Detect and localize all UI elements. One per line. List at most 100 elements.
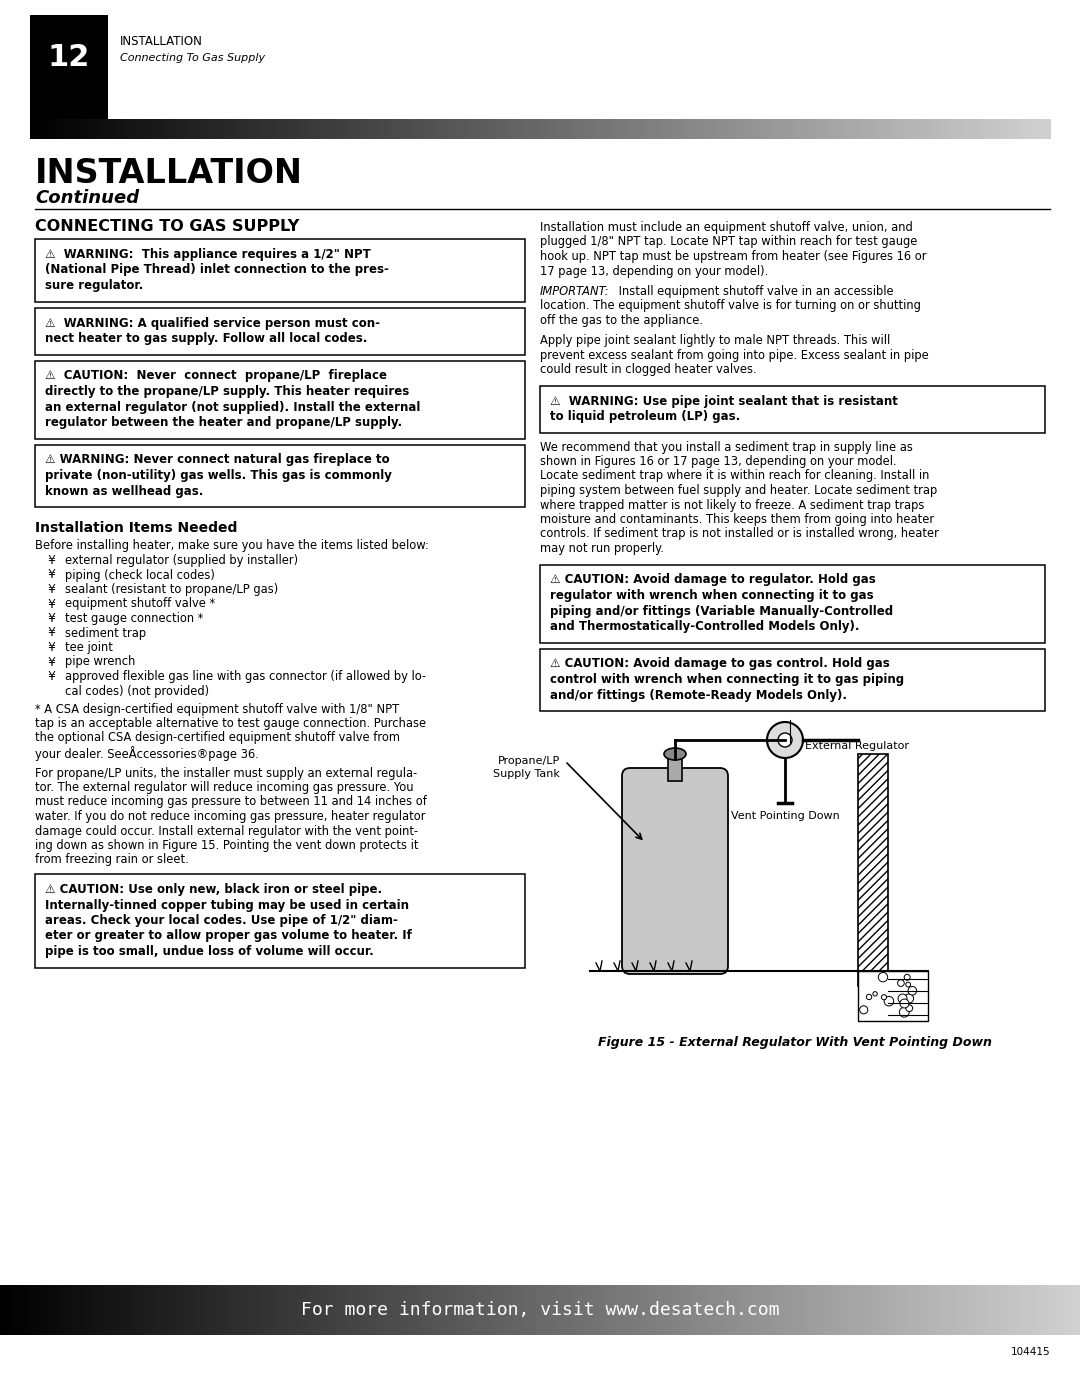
Bar [1058,1285,1063,1336]
Circle shape [900,999,909,1009]
Bar [265,119,269,138]
Bar [508,1285,512,1336]
Bar [602,119,606,138]
Bar [37,119,41,138]
Bar [499,119,503,138]
Bar [669,759,681,781]
Bar [494,1285,498,1336]
Text: ¥: ¥ [48,641,55,654]
Bar [764,1285,768,1336]
Bar [690,119,694,138]
Bar [302,1285,307,1336]
Text: (National Pipe Thread) inlet connection to the pres-: (National Pipe Thread) inlet connection … [45,264,389,277]
Bar [370,119,375,138]
Bar [904,1285,908,1336]
Bar [366,119,372,138]
Bar [268,119,272,138]
Bar [410,1285,415,1336]
Bar [597,1285,603,1336]
Text: We recommend that you install a sediment trap in supply line as: We recommend that you install a sediment… [540,440,913,454]
Bar [583,1285,588,1336]
Text: piping system between fuel supply and heater. Locate sediment trap: piping system between fuel supply and he… [540,483,937,497]
Bar [815,119,820,138]
Bar [835,1285,840,1336]
Bar [279,119,283,138]
Bar [446,1285,451,1336]
Bar [445,119,449,138]
Bar [886,1285,890,1336]
Bar [274,119,280,138]
Bar [443,1285,447,1336]
Text: For more information, visit www.desatech.com: For more information, visit www.desatech… [300,1301,780,1319]
Bar [591,1285,595,1336]
Bar [1040,119,1044,138]
Bar [248,1285,253,1336]
Bar [18,1285,23,1336]
Bar [710,1285,714,1336]
Bar [231,119,235,138]
Bar [742,1285,746,1336]
Bar [947,1285,951,1336]
Bar [435,1285,441,1336]
Bar [230,1285,235,1336]
Bar [48,119,52,138]
Bar [86,1285,91,1336]
Bar [25,1285,30,1336]
Bar [821,1285,825,1336]
Bar [822,119,826,138]
Bar [502,119,507,138]
Bar [60,119,65,138]
Text: sediment trap: sediment trap [65,626,146,640]
Bar [652,119,657,138]
Text: Apply pipe joint sealant lightly to male NPT threads. This will: Apply pipe joint sealant lightly to male… [540,334,890,346]
Bar [108,119,112,138]
Bar [510,119,514,138]
Bar [329,119,334,138]
Bar [261,119,266,138]
Bar [716,1285,721,1336]
Bar [819,119,823,138]
Text: private (non-utility) gas wells. This gas is commonly: private (non-utility) gas wells. This ga… [45,469,392,482]
Bar [530,119,535,138]
Bar [65,1285,69,1336]
Bar [874,119,878,138]
Bar [386,1285,390,1336]
Bar [856,119,861,138]
Bar [461,1285,465,1336]
Bar [414,1285,419,1336]
Bar [961,119,966,138]
Bar [565,1285,570,1336]
Bar [214,119,218,138]
Bar [62,1285,66,1336]
Bar [97,1285,102,1336]
Bar [611,119,616,138]
Bar [46,1285,52,1336]
Bar [554,119,558,138]
Circle shape [904,993,914,1003]
Bar [428,119,432,138]
Text: CONNECTING TO GAS SUPPLY: CONNECTING TO GAS SUPPLY [35,219,299,235]
Bar [36,1285,41,1336]
Bar [489,1285,495,1336]
Bar [570,119,575,138]
Bar [100,1285,106,1336]
Bar [159,1285,163,1336]
Bar [580,1285,584,1336]
Bar [144,1285,149,1336]
Bar [866,119,870,138]
Bar [111,119,116,138]
Bar [931,119,935,138]
Bar [551,1285,555,1336]
Text: prevent excess sealant from going into pipe. Excess sealant in pipe: prevent excess sealant from going into p… [540,348,929,362]
Bar [751,119,755,138]
Bar [812,119,816,138]
Text: ⚠  WARNING: A qualified service person must con-: ⚠ WARNING: A qualified service person mu… [45,317,380,330]
Text: hook up. NPT tap must be upstream from heater (see Figures 16 or: hook up. NPT tap must be upstream from h… [540,250,927,263]
Bar [694,1285,700,1336]
Bar [370,1285,376,1336]
Bar [397,119,402,138]
Text: areas. Check your local codes. Use pipe of 1/2" diam-: areas. Check your local codes. Use pipe … [45,914,397,928]
Bar [440,1285,444,1336]
Bar [424,119,429,138]
Bar [299,1285,303,1336]
